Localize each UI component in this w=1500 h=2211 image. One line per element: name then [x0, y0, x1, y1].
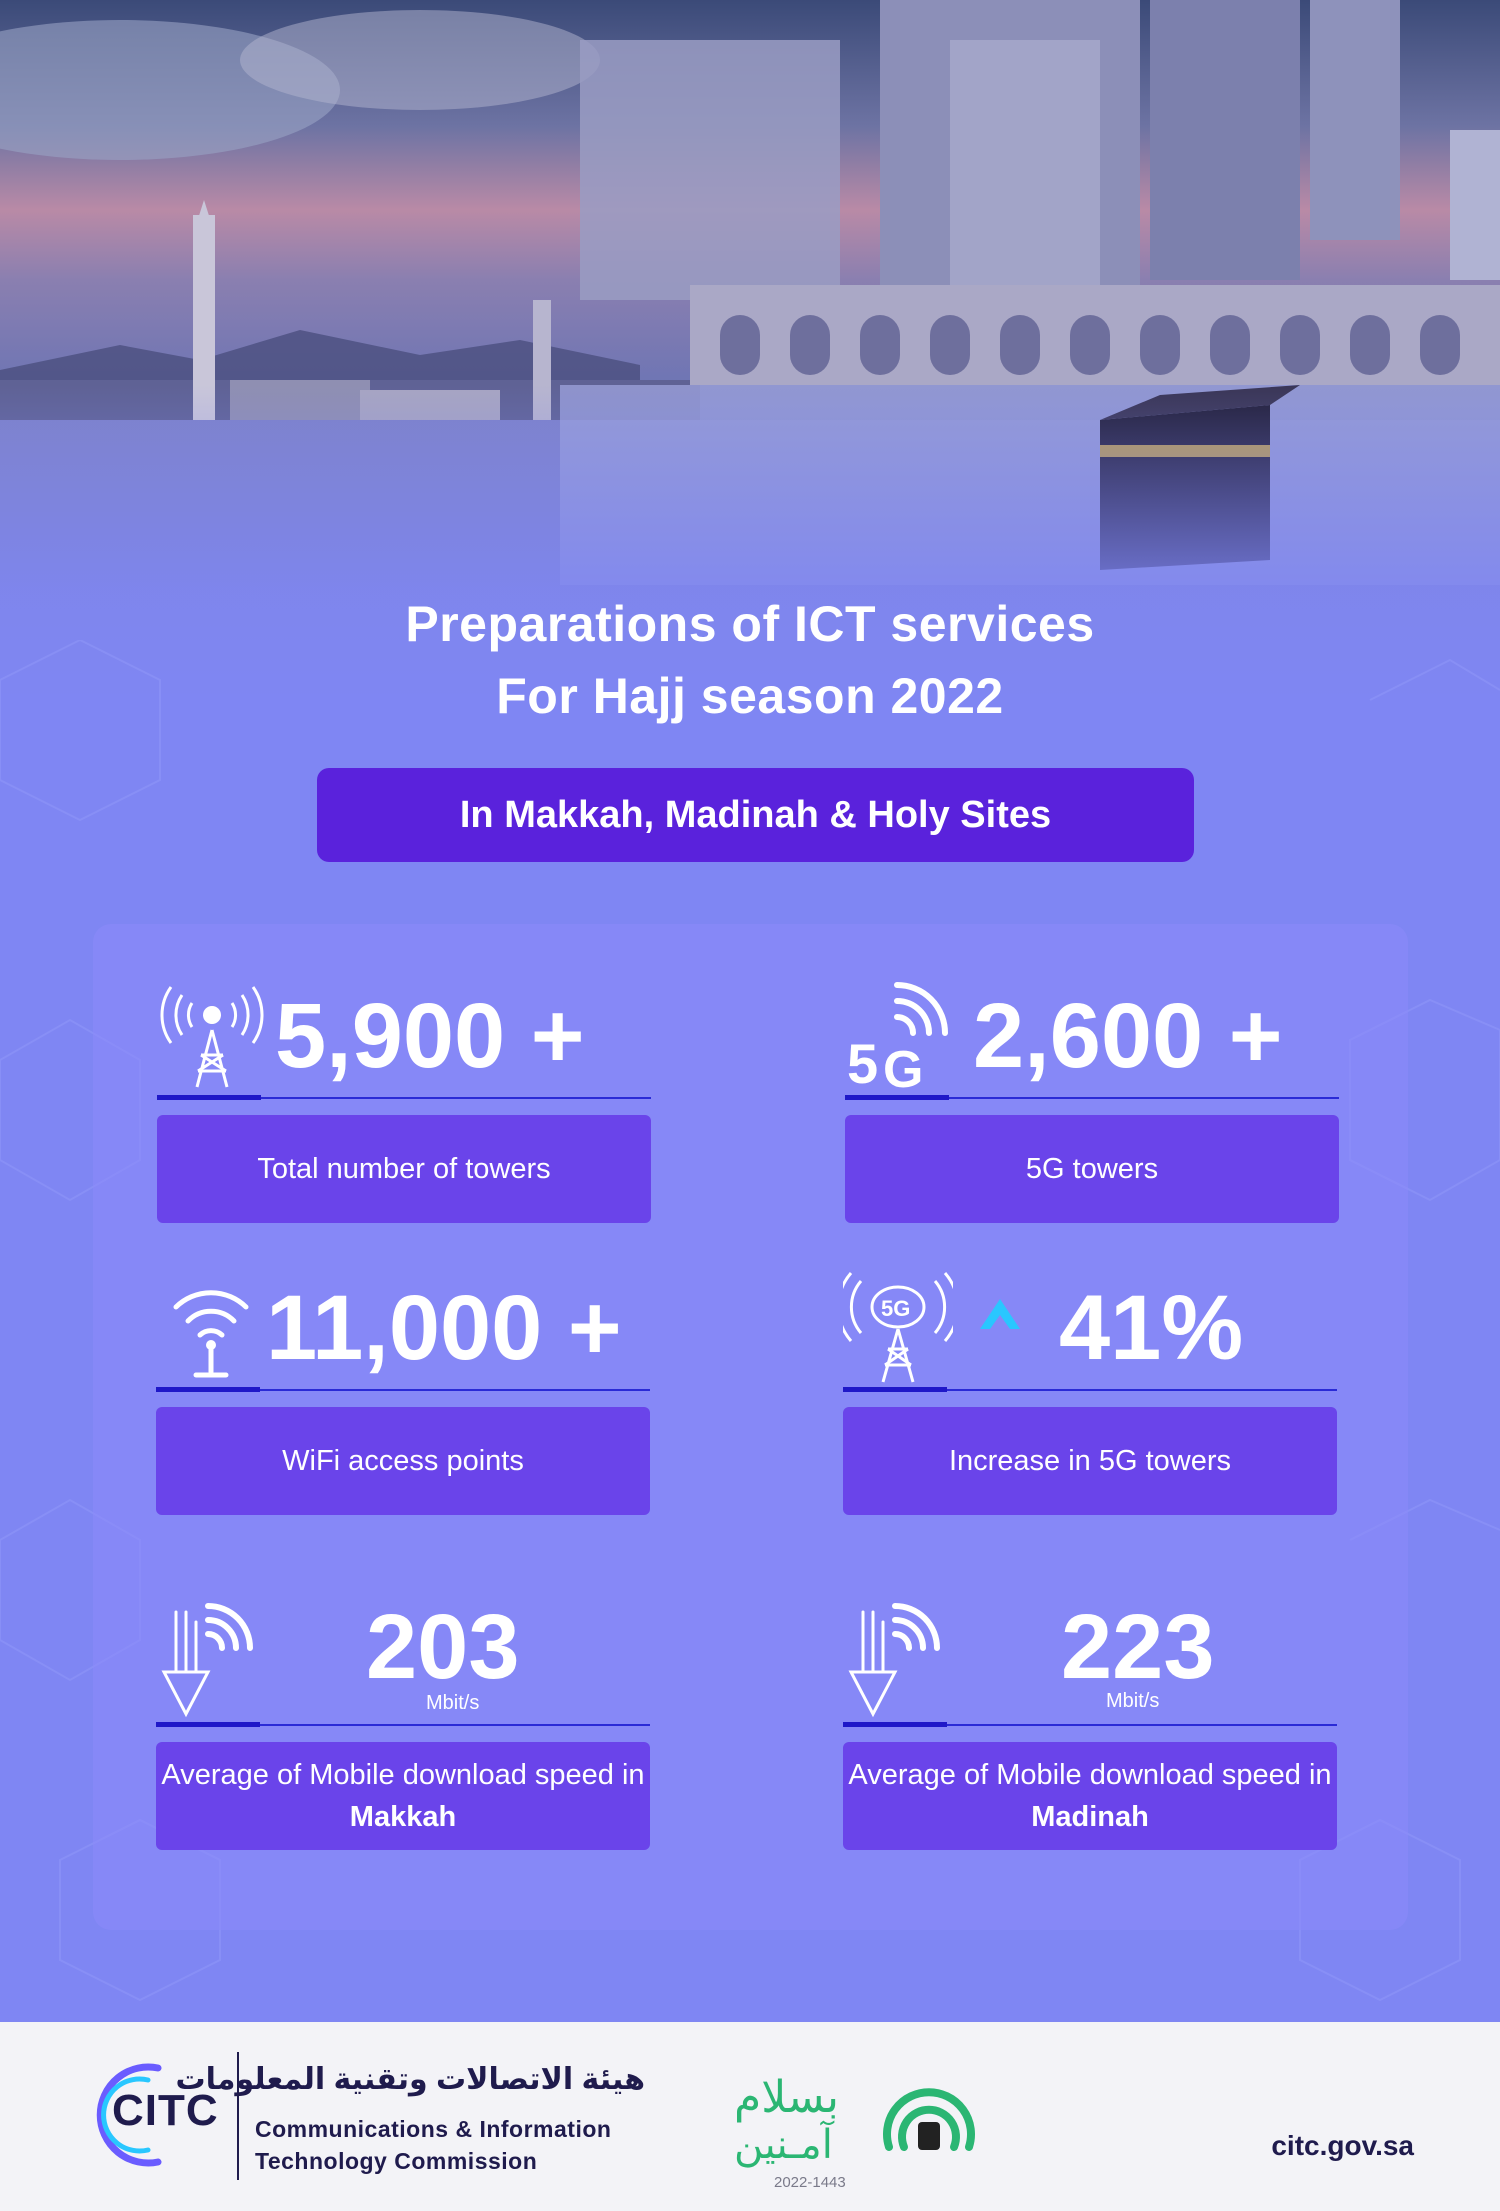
citc-logo-mark	[96, 2063, 162, 2167]
stat-label-box: Increase in 5G towers	[843, 1407, 1337, 1515]
stat-5g-increase: 5G 41% Increase in 5G towers	[843, 1267, 1337, 1515]
stat-5g-towers: 5 G 2,600 + 5G towers	[845, 975, 1339, 1223]
stat-madinah-download-speed: 223 Mbit/s Average of Mobile download sp…	[843, 1596, 1337, 1850]
stat-label-box: Average of Mobile download speed in Makk…	[156, 1742, 650, 1850]
stat-label: Total number of towers	[257, 1153, 551, 1185]
stat-wifi-access-points: 11,000 + WiFi access points	[156, 1267, 650, 1515]
campaign-arabic-line2: آمـنين	[734, 2123, 833, 2167]
hero-photo	[0, 0, 1500, 700]
hero-gradient-overlay	[0, 0, 1500, 700]
5g-tower-icon: 5G	[843, 1272, 953, 1383]
cell-tower-icon	[160, 986, 264, 1088]
divider-line	[156, 1724, 650, 1726]
locations-banner: In Makkah, Madinah & Holy Sites	[317, 768, 1194, 862]
arrow-up-icon	[980, 1299, 1020, 1329]
campaign-years: 2022-1443	[774, 2174, 846, 2191]
stat-value: 5,900 +	[275, 985, 585, 1087]
stat-value: 223	[1061, 1596, 1215, 1698]
divider-accent	[843, 1722, 947, 1727]
stat-label-prefix: Average of Mobile download speed in	[848, 1759, 1332, 1791]
stat-label-box: Average of Mobile download speed in Madi…	[843, 1742, 1337, 1850]
divider-line	[157, 1097, 651, 1099]
download-speed-icon	[848, 1603, 940, 1718]
stat-label-city: Madinah	[1031, 1801, 1149, 1833]
campaign-arabic-line1: بسلام	[734, 2073, 839, 2122]
divider-accent	[157, 1095, 261, 1100]
svg-text:5G: 5G	[881, 1296, 910, 1321]
stat-label-box: WiFi access points	[156, 1407, 650, 1515]
stat-label-box: 5G towers	[845, 1115, 1339, 1223]
stat-value: 11,000 +	[266, 1277, 622, 1379]
title-line-1: Preparations of ICT services	[405, 596, 1095, 652]
divider-line	[843, 1389, 1337, 1391]
org-name-english-line2: Technology Commission	[255, 2148, 538, 2174]
svg-text:5: 5	[847, 1032, 878, 1095]
stat-value: 203	[366, 1596, 520, 1698]
stat-unit: Mbit/s	[1106, 1690, 1160, 1712]
divider-line	[843, 1724, 1337, 1726]
stat-total-towers: 5,900 + Total number of towers	[157, 975, 651, 1223]
divider-accent	[156, 1387, 260, 1392]
divider-accent	[845, 1095, 949, 1100]
citc-logo-text: CITC	[112, 2086, 219, 2135]
divider-accent	[843, 1387, 947, 1392]
footer: CITC هيئة الاتصالات وتقنية المعلومات Com…	[0, 2022, 1500, 2211]
stat-label: 5G towers	[1025, 1153, 1159, 1185]
stat-makkah-download-speed: 203 Mbit/s Average of Mobile download sp…	[156, 1596, 650, 1850]
campaign-logo-icon	[883, 2088, 975, 2151]
locations-text: In Makkah, Madinah & Holy Sites	[459, 793, 1052, 836]
stat-label-prefix: Average of Mobile download speed in	[161, 1759, 645, 1791]
divider-accent	[156, 1722, 260, 1727]
svg-text:G: G	[883, 1041, 923, 1095]
stat-label: WiFi access points	[282, 1445, 524, 1477]
title-line-2: For Hajj season 2022	[496, 668, 1004, 724]
download-speed-icon	[161, 1603, 253, 1718]
stat-label: Increase in 5G towers	[948, 1445, 1232, 1477]
wifi-access-point-icon	[173, 1290, 249, 1378]
stat-unit: Mbit/s	[426, 1692, 480, 1714]
stat-label: Average of Mobile download speed in Makk…	[156, 1754, 650, 1838]
page-title: Preparations of ICT services For Hajj se…	[0, 588, 1500, 732]
website-link[interactable]: citc.gov.sa	[1271, 2130, 1414, 2161]
org-name-arabic: هيئة الاتصالات وتقنية المعلومات	[175, 2063, 645, 2096]
stat-value: 41%	[1059, 1277, 1244, 1379]
stat-label-box: Total number of towers	[157, 1115, 651, 1223]
stat-value: 2,600 +	[973, 985, 1283, 1087]
stat-label-city: Makkah	[349, 1801, 457, 1833]
org-name-english-line1: Communications & Information	[255, 2116, 612, 2142]
divider-line	[156, 1389, 650, 1391]
footer-divider	[237, 2052, 239, 2180]
5g-signal-icon: 5 G	[847, 982, 948, 1095]
divider-line	[845, 1097, 1339, 1099]
stat-label: Average of Mobile download speed in Madi…	[843, 1754, 1337, 1838]
